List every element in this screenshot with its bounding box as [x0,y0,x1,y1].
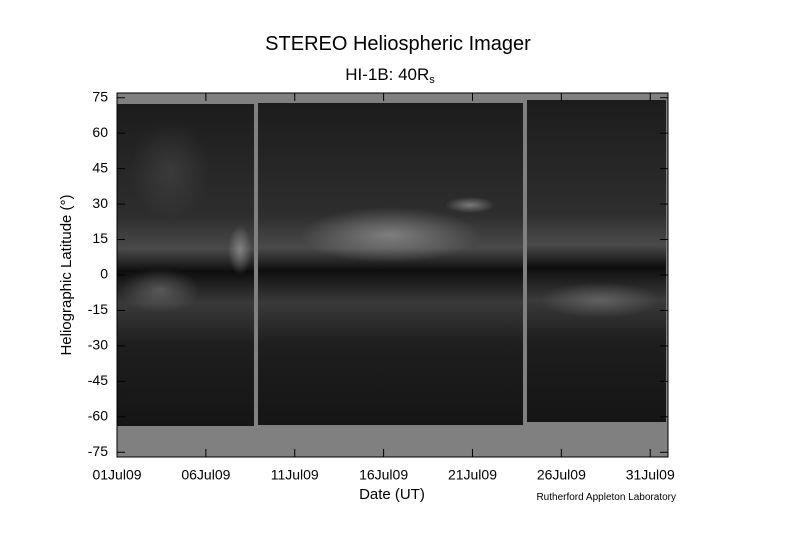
x-tick-label: 01Jul09 [92,467,141,483]
subtitle-text: HI-1B: 40R [345,65,429,84]
x-tick-label: 31Jul09 [626,467,675,483]
y-tick-label: 15 [92,230,108,246]
x-tick-label: 16Jul09 [359,467,408,483]
credit: Rutherford Appleton Laboratory [536,492,676,503]
y-tick-label: -45 [88,372,108,388]
x-tick-label: 26Jul09 [537,467,586,483]
y-tick-label: 0 [100,266,108,282]
y-tick-label: -15 [88,301,108,317]
x-tick-label: 11Jul09 [271,467,319,483]
subtitle-subscript: s [429,74,435,86]
y-tick-label: -60 [88,408,108,424]
y-tick-label: 60 [92,124,108,140]
chart-subtitle: HI-1B: 40Rs [345,65,435,86]
x-tick-label: 21Jul09 [448,467,497,483]
image-texture [117,93,668,457]
y-tick-label: 75 [92,88,108,104]
y-tick-label: 30 [92,195,108,211]
y-tick-label: -75 [88,443,108,459]
x-tick-label: 06Jul09 [181,467,230,483]
y-tick-label: -30 [88,337,108,353]
y-tick-label: 45 [92,159,108,175]
y-axis-label: Heliographic Latitude (°) [58,194,75,355]
x-axis-label: Date (UT) [359,486,425,503]
chart-title: STEREO Heliospheric Imager [265,33,531,55]
